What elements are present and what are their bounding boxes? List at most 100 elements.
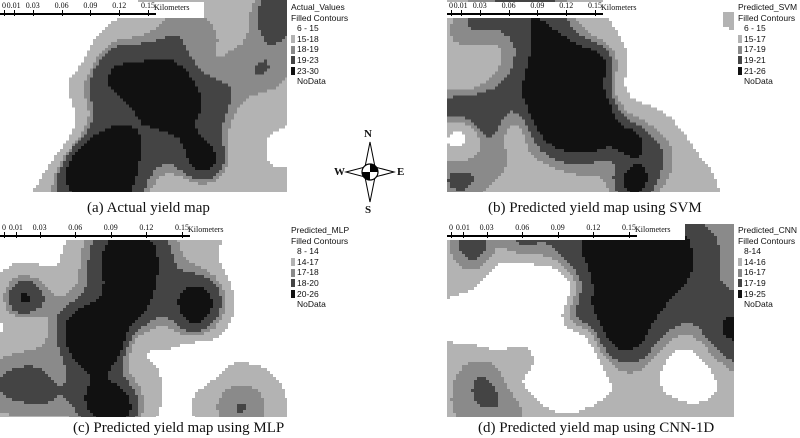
contour-cell xyxy=(618,59,627,63)
contour-cell xyxy=(0,368,12,371)
contour-cell xyxy=(246,407,264,410)
contour-cell xyxy=(720,257,734,260)
contour-cell xyxy=(72,353,120,356)
contour-cell xyxy=(648,329,669,332)
contour-cell xyxy=(558,269,567,272)
contour-cell xyxy=(522,410,555,413)
contour-cell xyxy=(531,26,552,30)
contour-cell xyxy=(447,278,483,281)
legend-title: Predicted_SVM xyxy=(738,2,798,12)
contour-cell xyxy=(600,338,609,341)
contour-cell xyxy=(447,128,474,132)
contour-cell xyxy=(468,23,531,27)
contour-cell xyxy=(132,35,165,39)
contour-cell xyxy=(516,50,531,54)
contour-cell xyxy=(282,38,287,42)
contour-cell xyxy=(123,344,129,347)
contour-cell xyxy=(69,77,87,81)
contour-cell xyxy=(87,401,129,404)
contour-cell xyxy=(228,134,270,138)
contour-cell xyxy=(684,230,711,233)
contour-cell xyxy=(582,281,591,284)
contour-cell xyxy=(159,260,174,263)
contour-cell xyxy=(483,131,495,135)
scale-bar-tick-label: 0 xyxy=(2,1,6,10)
contour-cell xyxy=(660,143,669,147)
contour-cell xyxy=(507,155,534,159)
contour-cell xyxy=(66,320,135,323)
contour-cell xyxy=(453,95,522,99)
contour-cell xyxy=(447,158,468,162)
contour-cell xyxy=(228,83,279,87)
contour-cell xyxy=(726,284,734,287)
legend-swatch xyxy=(291,24,295,33)
contour-cell xyxy=(612,71,615,75)
contour-cell xyxy=(105,53,189,57)
contour-cell xyxy=(225,158,228,162)
contour-cell xyxy=(231,119,287,123)
contour-cell xyxy=(201,95,231,99)
contour-cell xyxy=(135,392,141,395)
contour-cell xyxy=(192,410,219,413)
contour-cell xyxy=(93,134,141,138)
scale-bar-tick-label: 0.12 xyxy=(586,223,601,232)
contour-cell xyxy=(645,365,663,368)
contour-cell xyxy=(66,158,72,162)
contour-cell xyxy=(447,62,501,66)
contour-cell xyxy=(195,122,222,126)
contour-cell xyxy=(222,140,228,144)
contour-cell xyxy=(9,284,15,287)
contour-cell xyxy=(57,170,60,174)
contour-cell xyxy=(156,281,213,284)
contour-cell xyxy=(30,296,45,299)
contour-cell xyxy=(69,149,72,153)
contour-cell xyxy=(615,182,624,186)
contour-cell xyxy=(453,383,474,386)
contour-cell xyxy=(183,146,213,150)
contour-cell xyxy=(210,311,219,314)
contour-cell xyxy=(687,278,720,281)
contour-cell xyxy=(3,296,9,299)
contour-cell xyxy=(501,371,528,374)
contour-cell xyxy=(57,326,66,329)
contour-cell xyxy=(615,170,627,174)
contour-cell xyxy=(177,62,195,66)
contour-cell xyxy=(447,32,450,36)
contour-cell xyxy=(516,53,531,57)
contour-cell xyxy=(708,227,734,230)
compass-rose-icon xyxy=(344,141,396,203)
contour-cell xyxy=(663,158,672,162)
contour-cell xyxy=(612,176,624,180)
contour-cell xyxy=(87,74,93,78)
contour-cell xyxy=(597,341,600,344)
contour-cell xyxy=(87,284,102,287)
contour-cell xyxy=(135,416,141,417)
contour-cell xyxy=(564,323,576,326)
contour-cell xyxy=(228,155,267,159)
contour-cell xyxy=(447,155,474,159)
contour-cell xyxy=(0,278,12,281)
contour-cell xyxy=(246,32,261,36)
contour-cell xyxy=(75,359,117,362)
contour-cell xyxy=(102,290,153,293)
contour-cell xyxy=(531,152,546,156)
contour-cell xyxy=(15,284,36,287)
contour-cell xyxy=(243,101,287,105)
contour-cell xyxy=(639,359,651,362)
contour-cell xyxy=(45,338,57,341)
contour-cell xyxy=(501,29,531,33)
contour-cell xyxy=(504,116,522,120)
contour-cell xyxy=(48,329,57,332)
contour-cell xyxy=(576,41,597,45)
contour-cell xyxy=(249,29,261,33)
contour-cell xyxy=(447,110,510,114)
contour-cell xyxy=(525,140,534,144)
contour-cell xyxy=(570,281,576,284)
contour-cell xyxy=(498,392,513,395)
contour-cell xyxy=(615,179,624,183)
contour-cell xyxy=(525,122,534,126)
contour-cell xyxy=(102,260,159,263)
contour-cell xyxy=(132,350,150,353)
contour-cell xyxy=(612,383,660,386)
contour-cell xyxy=(447,104,528,108)
